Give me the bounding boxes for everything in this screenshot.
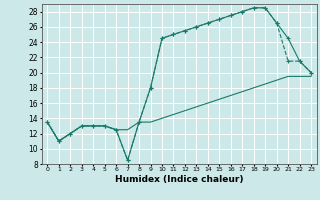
X-axis label: Humidex (Indice chaleur): Humidex (Indice chaleur) xyxy=(115,175,244,184)
